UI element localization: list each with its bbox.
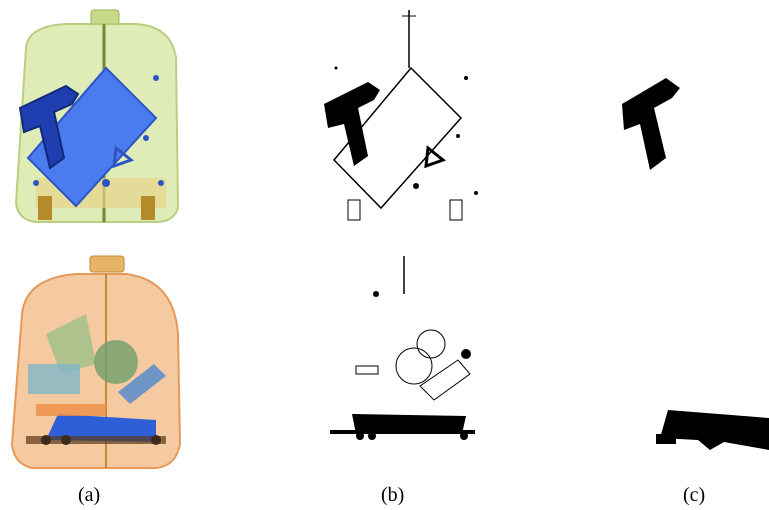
segmentation-mask-bottom [600, 254, 769, 474]
caption-b: (b) [381, 484, 405, 506]
caption-c: (c) [683, 484, 706, 506]
segmentation-mask-top [600, 8, 769, 230]
edge-map-top [316, 8, 496, 230]
xray-color-scan-top [6, 8, 186, 230]
xray-color-scan-bottom [6, 254, 186, 474]
caption-a: (a) [78, 484, 101, 506]
edge-map-bottom [316, 254, 496, 474]
